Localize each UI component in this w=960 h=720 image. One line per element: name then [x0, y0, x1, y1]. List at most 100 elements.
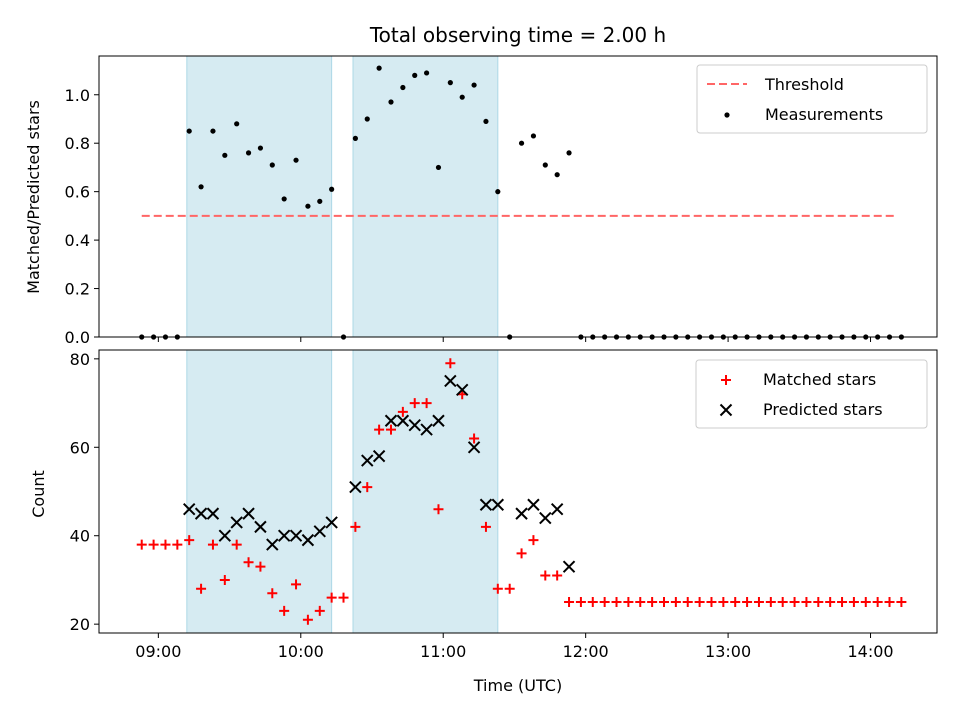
predicted-star-point — [183, 502, 196, 516]
measurement-point — [471, 82, 477, 88]
matched-star-point — [207, 539, 218, 550]
matched-star-point — [611, 597, 622, 608]
matched-star-point — [658, 597, 669, 608]
legend-measurements-swatch — [724, 112, 730, 118]
matched-star-point — [362, 482, 373, 493]
predicted-star-point — [301, 533, 315, 547]
matched-star-point — [848, 597, 859, 608]
measurement-point — [424, 70, 430, 76]
measurement-point — [566, 150, 572, 156]
predicted-star-point — [206, 507, 220, 520]
matched-star-point — [777, 597, 788, 608]
measurement-point — [222, 152, 228, 158]
predicted-star-point — [230, 516, 243, 529]
matched-star-point — [813, 597, 824, 608]
legend-predicted-label: Predicted stars — [763, 400, 883, 419]
predicted-star-point — [254, 520, 267, 534]
matched-star-point — [148, 539, 159, 550]
matched-star-point — [196, 583, 207, 594]
matched-star-point — [504, 583, 515, 594]
bottom-y-axis-label: Count — [29, 470, 48, 518]
predicted-star-point — [467, 441, 481, 454]
matched-star-point — [516, 548, 527, 559]
matched-star-point — [385, 424, 396, 435]
bottom-x-tick-label: 13:00 — [705, 642, 751, 661]
predicted-star-point — [242, 507, 255, 520]
predicted-star-point — [479, 498, 493, 511]
matched-star-point — [706, 597, 717, 608]
matched-star-point — [397, 406, 408, 417]
matched-star-point — [184, 535, 195, 546]
predicted-star-point — [277, 529, 291, 542]
matched-star-point — [670, 597, 681, 608]
matched-star-point — [231, 539, 242, 550]
matched-star-point — [682, 597, 693, 608]
matched-star-point — [718, 597, 729, 608]
matched-star-point — [528, 535, 539, 546]
measurement-point — [210, 128, 216, 134]
bottom-y-tick-label: 80 — [70, 350, 90, 369]
matched-star-point — [172, 539, 183, 550]
matched-star-point — [896, 597, 907, 608]
matched-star-point — [279, 605, 290, 616]
predicted-star-point — [384, 414, 398, 427]
measurement-point — [518, 140, 525, 146]
top-y-tick-label: 0.6 — [65, 183, 90, 202]
predicted-star-point — [194, 507, 208, 520]
measurement-point — [400, 84, 406, 91]
bottom-y-tick-label: 60 — [70, 438, 90, 457]
bottom-y-tick-label: 20 — [70, 615, 90, 634]
matched-star-point — [492, 583, 503, 594]
measurement-point — [293, 157, 299, 163]
measurement-point — [495, 189, 501, 195]
measurement-point — [364, 116, 370, 122]
measurement-point — [257, 145, 264, 151]
matched-star-point — [587, 597, 598, 608]
x-axis-label: Time (UTC) — [473, 676, 562, 695]
matched-star-point — [267, 588, 278, 599]
matched-star-point — [884, 597, 895, 608]
predicted-star-point — [396, 414, 410, 427]
bottom-x-tick-label: 09:00 — [135, 642, 181, 661]
measurement-point — [376, 65, 382, 71]
matched-star-point — [409, 398, 420, 409]
measurement-point — [542, 162, 548, 168]
matched-star-point — [789, 597, 800, 608]
matched-stars-series — [136, 358, 907, 625]
matched-star-point — [326, 592, 337, 603]
bottom-legend-box — [695, 359, 928, 429]
predicted-star-point — [550, 502, 564, 516]
measurement-point — [317, 198, 323, 204]
matched-star-point — [623, 597, 634, 608]
predicted-star-point — [539, 511, 552, 525]
matched-star-point — [599, 597, 610, 608]
matched-star-point — [469, 433, 480, 444]
top-legend-box — [696, 64, 928, 134]
matched-star-point — [552, 570, 563, 581]
measurement-point — [435, 164, 442, 171]
bottom-shaded-region — [352, 350, 499, 633]
predicted-star-point — [527, 498, 540, 511]
matched-star-point — [160, 539, 171, 550]
matched-star-point — [136, 539, 147, 550]
chart-title: Total observing time = 2.00 h — [369, 23, 666, 47]
predicted-star-point — [408, 418, 421, 432]
matched-star-point — [219, 574, 230, 585]
measurement-point — [329, 186, 335, 192]
predicted-stars-series — [183, 374, 576, 573]
matched-star-point — [302, 614, 313, 625]
matched-star-point — [445, 358, 456, 369]
predicted-star-point — [266, 538, 279, 551]
measurement-point — [447, 80, 453, 86]
matched-star-point — [860, 597, 871, 608]
matched-star-point — [564, 597, 575, 608]
matched-star-point — [635, 597, 646, 608]
measurement-point — [412, 72, 418, 78]
measurement-point — [269, 162, 275, 168]
matched-star-point — [314, 605, 325, 616]
top-panel: 0.0 0.2 0.4 0.6 0.8 1.0 Threshold Measurements — [65, 55, 938, 347]
measurement-point — [198, 184, 204, 190]
matched-star-point — [801, 597, 812, 608]
predicted-star-point — [325, 516, 338, 529]
